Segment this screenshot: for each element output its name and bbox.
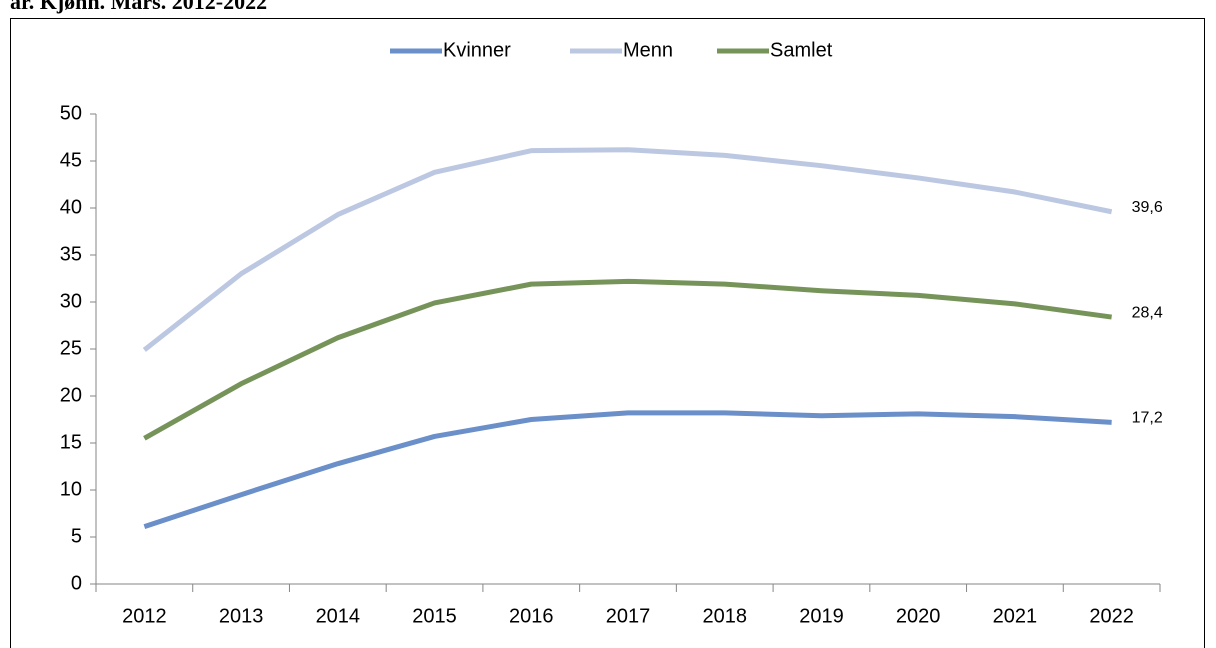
y-tick-label: 5 bbox=[71, 525, 82, 547]
x-tick-label: 2021 bbox=[993, 605, 1038, 627]
x-tick-label: 2017 bbox=[606, 605, 651, 627]
x-tick-label: 2013 bbox=[219, 605, 264, 627]
y-tick-label: 15 bbox=[60, 431, 82, 453]
x-tick-label: 2022 bbox=[1089, 605, 1134, 627]
chart-border bbox=[10, 18, 1205, 648]
x-tick-label: 2014 bbox=[316, 605, 361, 627]
x-tick-label: 2019 bbox=[799, 605, 844, 627]
data-label: 28,4 bbox=[1132, 304, 1163, 321]
y-tick-label: 30 bbox=[60, 290, 82, 312]
y-tick-label: 20 bbox=[60, 384, 82, 406]
y-tick-label: 25 bbox=[60, 337, 82, 359]
chart-title: ar. Kjønn. Mars. 2012-2022 bbox=[10, 0, 267, 14]
series-line bbox=[142, 147, 1113, 352]
legend-label: Kvinner bbox=[443, 39, 511, 61]
data-label: 17,2 bbox=[1132, 410, 1163, 427]
y-tick-label: 35 bbox=[60, 243, 82, 265]
series-line bbox=[143, 410, 1112, 530]
legend-label: Menn bbox=[623, 39, 673, 61]
x-tick-label: 2020 bbox=[896, 605, 941, 627]
x-tick-label: 2016 bbox=[509, 605, 554, 627]
legend-label: Samlet bbox=[770, 39, 833, 61]
y-tick-label: 0 bbox=[71, 572, 82, 594]
x-tick-label: 2018 bbox=[702, 605, 747, 627]
y-tick-label: 50 bbox=[60, 102, 82, 124]
data-label: 39,6 bbox=[1132, 199, 1163, 216]
y-tick-label: 40 bbox=[60, 196, 82, 218]
y-tick-label: 45 bbox=[60, 149, 82, 171]
x-tick-label: 2015 bbox=[412, 605, 457, 627]
series-line bbox=[143, 278, 1112, 441]
y-tick-label: 10 bbox=[60, 478, 82, 500]
x-tick-label: 2012 bbox=[122, 605, 167, 627]
